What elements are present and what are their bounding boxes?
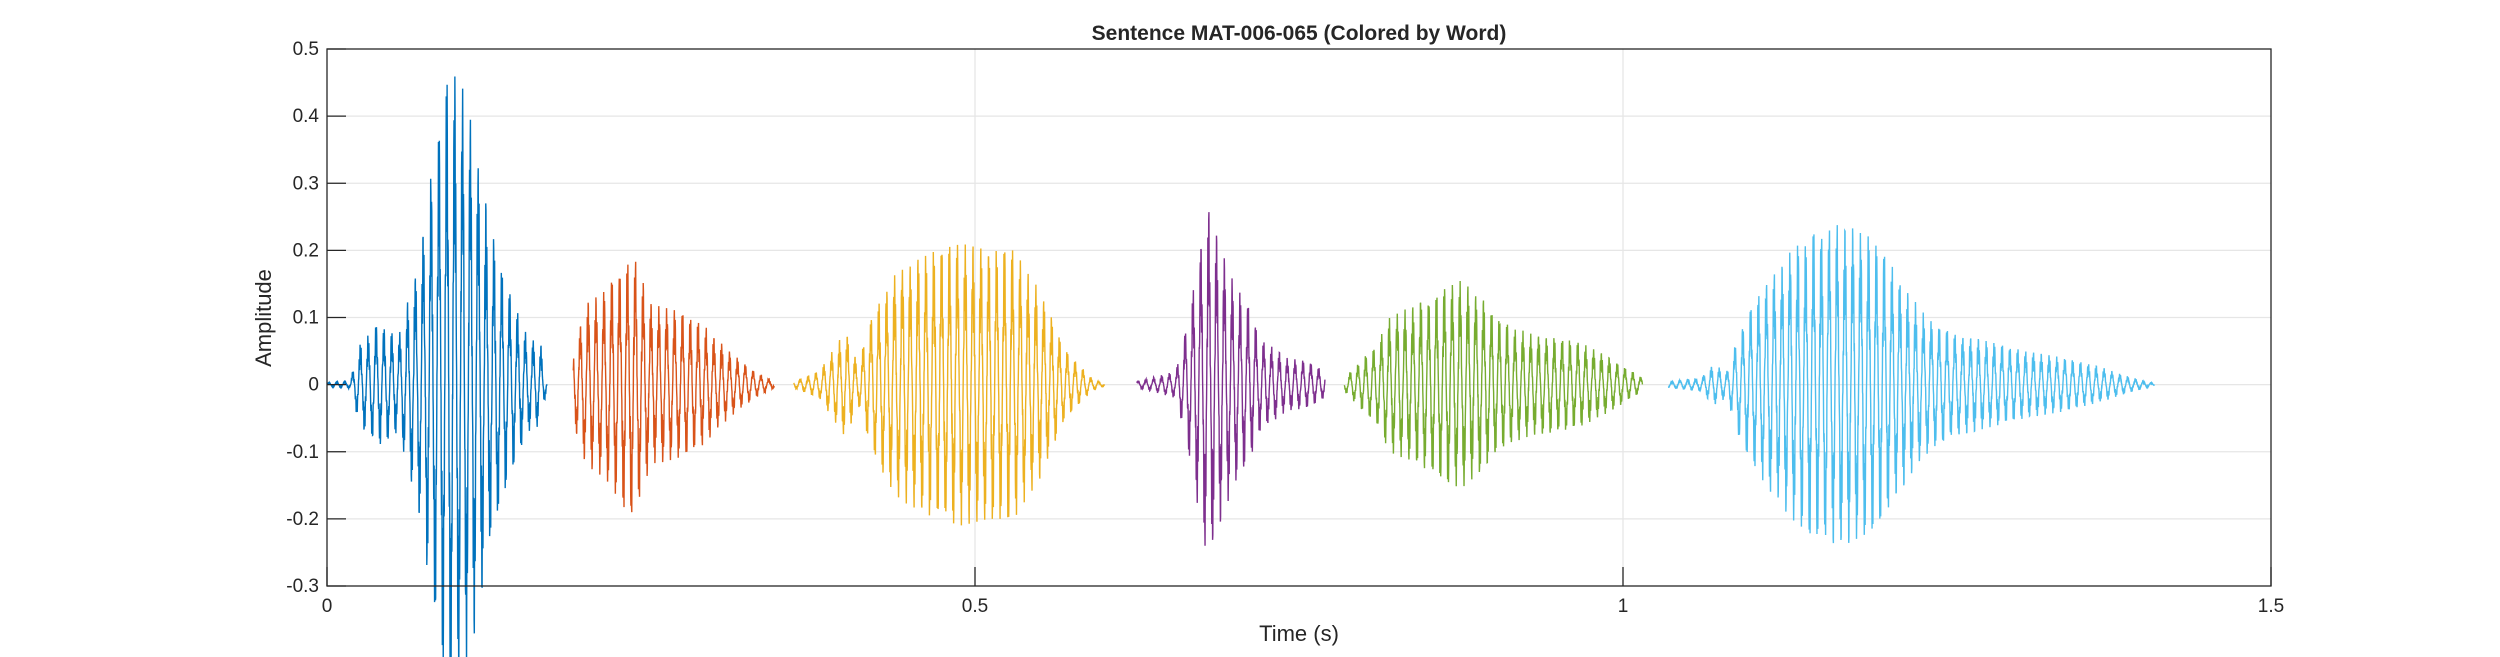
word-segment-2: [572, 261, 775, 513]
x-axis-ticks: 0 0.5 1 1.5: [322, 567, 2284, 617]
y-tick-label: 0.2: [293, 240, 319, 261]
chart-title: Sentence MAT-006-065 (Colored by Word): [1092, 22, 1507, 45]
y-axis-ticks: -0.3 -0.2 -0.1 0 0.1 0.2 0.3 0.4 0.5: [286, 39, 346, 597]
y-axis-label: Amplitude: [251, 269, 276, 367]
word-segment-4: [1136, 212, 1326, 546]
y-tick-label: -0.1: [286, 442, 319, 463]
y-tick-label: 0: [308, 375, 319, 396]
y-tick-label: -0.3: [286, 576, 319, 597]
x-axis-label: Time (s): [1259, 621, 1339, 646]
x-tick-label: 0: [322, 596, 333, 617]
grid-lines: [327, 49, 2271, 586]
x-tick-label: 0.5: [962, 596, 988, 617]
y-tick-label: 0.3: [293, 173, 319, 194]
x-tick-label: 1.5: [2258, 596, 2284, 617]
y-tick-label: -0.2: [286, 509, 319, 530]
waveform-line: [1136, 212, 1326, 546]
waveform-line: [326, 76, 548, 657]
word-segment-1: [326, 76, 548, 657]
waveform-line: [1667, 225, 2155, 544]
waveform-line: [1343, 281, 1644, 487]
waveform-line: [793, 244, 1106, 526]
y-tick-label: 0.4: [293, 106, 320, 127]
y-tick-label: 0.1: [293, 308, 319, 329]
word-segment-6: [1667, 225, 2155, 544]
x-tick-label: 1: [1618, 596, 1629, 617]
word-segment-5: [1343, 281, 1644, 487]
y-tick-label: 0.5: [293, 39, 319, 60]
waveform-series: [326, 76, 2155, 657]
word-segment-3: [793, 244, 1106, 526]
waveform-line: [572, 261, 775, 513]
